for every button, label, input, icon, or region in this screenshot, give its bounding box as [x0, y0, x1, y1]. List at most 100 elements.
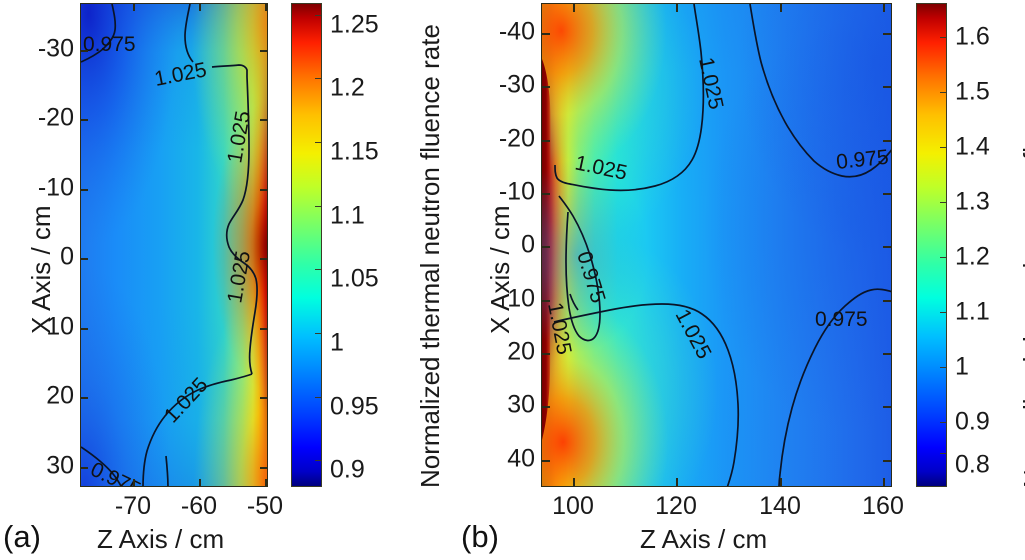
panel-a-colorbar-label: Normalized thermal neutron fluence rate	[415, 24, 445, 488]
panel-b-plot-area: 1.025 1.025 0.975 0.975 1.025 1.025 0.97…	[541, 3, 892, 487]
panel-b-colorbar-label: Normalized thermal neutron fluence rate	[1018, 24, 1025, 488]
tick-mark	[265, 4, 267, 11]
panel-a-colorbar	[291, 3, 322, 487]
tick-mark	[199, 479, 201, 486]
tick-mark	[199, 4, 201, 11]
panel-b-contours	[553, 4, 891, 486]
panel-a-colorbar-tick-3: 1.1	[330, 201, 365, 230]
colorbar-a-tickmark	[315, 78, 321, 79]
panel-b-ytick-4: 0	[521, 230, 535, 259]
panel-b-xtick-1: 120	[655, 492, 697, 520]
tick-mark	[260, 189, 267, 191]
panel-a-colorbar-tick-2: 1.15	[330, 137, 379, 166]
panel-a-label: (a)	[3, 519, 41, 554]
panel-b-ytick-1: -30	[498, 70, 535, 99]
panel-b-heatmap: 1.025 1.025 0.975 0.975 1.025 1.025 0.97…	[542, 4, 891, 486]
tick-mark	[883, 86, 891, 88]
tick-mark	[542, 300, 550, 302]
tick-mark	[542, 406, 550, 408]
colorbar-b-tickmark	[940, 312, 946, 313]
panel-b-colorbar-tick-6: 1	[955, 352, 969, 381]
tick-mark	[133, 4, 135, 11]
panel-b-y-axis-label: X Axis / cm	[485, 205, 515, 334]
panel-a-x-axis-label: Z Axis / cm	[97, 524, 225, 554]
panel-b-ytick-7: 30	[507, 390, 535, 419]
colorbar-a-tickmark	[315, 15, 321, 16]
tick-mark	[676, 4, 678, 12]
panel-b-xtick-2: 140	[759, 492, 801, 520]
tick-mark	[81, 119, 88, 121]
tick-mark	[81, 189, 88, 191]
tick-mark	[542, 246, 550, 248]
panel-b-colorbar-tick-2: 1.4	[955, 132, 990, 161]
tick-mark	[542, 460, 550, 462]
tick-mark	[780, 4, 782, 12]
panel-b-ytick-8: 40	[507, 444, 535, 473]
panel-b-colorbar-tick-1: 1.5	[955, 77, 990, 106]
tick-mark	[883, 140, 891, 142]
tick-mark	[260, 50, 267, 52]
panel-b-ytick-0: -40	[498, 17, 535, 46]
panel-a-ytick-1: -20	[37, 103, 74, 132]
tick-mark	[81, 50, 88, 52]
tick-mark	[133, 479, 135, 486]
tick-mark	[883, 300, 891, 302]
tick-mark	[542, 193, 550, 195]
panel-b-label: (b)	[461, 519, 499, 554]
colorbar-b-tickmark	[940, 92, 946, 93]
panel-a-colorbar-tick-7: 0.9	[330, 455, 365, 484]
panel-b-ytick-3: -10	[498, 177, 535, 206]
panel-a-colorbar-tick-4: 1.05	[330, 264, 379, 293]
panel-b-colorbar-tick-0: 1.6	[955, 22, 990, 51]
panel-b-xtick-0: 100	[552, 492, 594, 520]
panel-a-colorbar-tick-5: 1	[330, 328, 344, 357]
colorbar-b-tickmark	[940, 453, 946, 454]
tick-mark	[676, 478, 678, 486]
tick-mark	[542, 33, 550, 35]
colorbar-b-tickmark	[940, 422, 946, 423]
tick-mark	[573, 4, 575, 12]
panel-a-colorbar-tick-0: 1.25	[330, 10, 379, 39]
tick-mark	[260, 467, 267, 469]
panel-a-xtick-0: -70	[114, 492, 152, 520]
panel-a-ytick-5: 20	[46, 381, 74, 410]
colorbar-a-tickmark	[315, 397, 321, 398]
tick-mark	[260, 328, 267, 330]
colorbar-b-tickmark	[940, 367, 946, 368]
panel-b-colorbar-tick-8: 0.8	[955, 450, 990, 479]
tick-mark	[260, 119, 267, 121]
tick-mark	[883, 460, 891, 462]
panel-a-ytick-2: -10	[37, 173, 74, 202]
colorbar-a-tickmark	[315, 142, 321, 143]
panel-b-colorbar-tick-3: 1.3	[955, 187, 990, 216]
tick-mark	[883, 33, 891, 35]
panel-a-xtick-2: -50	[246, 492, 284, 520]
contour-label: 0.975	[835, 146, 890, 174]
colorbar-b-tickmark	[940, 147, 946, 148]
panel-b-colorbar-tick-4: 1.2	[955, 242, 990, 271]
panel-b-ytick-6: 20	[507, 337, 535, 366]
tick-mark	[260, 397, 267, 399]
panel-b-ytick-2: -20	[498, 124, 535, 153]
panel-b-colorbar-tick-5: 1.1	[955, 297, 990, 326]
tick-mark	[780, 478, 782, 486]
colorbar-a-tickmark	[315, 269, 321, 270]
panel-a-ytick-4: 10	[46, 312, 74, 341]
panel-a-xtick-1: -60	[180, 492, 218, 520]
contour-label: 0.975	[83, 33, 136, 56]
panel-b-colorbar-tick-7: 0.9	[955, 407, 990, 436]
panel-b-x-axis-label: Z Axis / cm	[640, 524, 768, 554]
panel-a-ytick-6: 30	[46, 451, 74, 480]
panel-a-colorbar-tick-6: 0.95	[330, 392, 379, 421]
tick-mark	[883, 353, 891, 355]
tick-mark	[81, 397, 88, 399]
colorbar-a-tickmark	[315, 333, 321, 334]
panel-b-xtick-3: 160	[862, 492, 904, 520]
tick-mark	[883, 406, 891, 408]
panel-a-heatmap: 0.975 1.025 1.025 1.025 1.025 0.975	[81, 4, 267, 486]
colorbar-a-tickmark	[315, 206, 321, 207]
colorbar-b-tickmark	[940, 257, 946, 258]
tick-mark	[883, 193, 891, 195]
tick-mark	[265, 479, 267, 486]
tick-mark	[883, 478, 885, 486]
